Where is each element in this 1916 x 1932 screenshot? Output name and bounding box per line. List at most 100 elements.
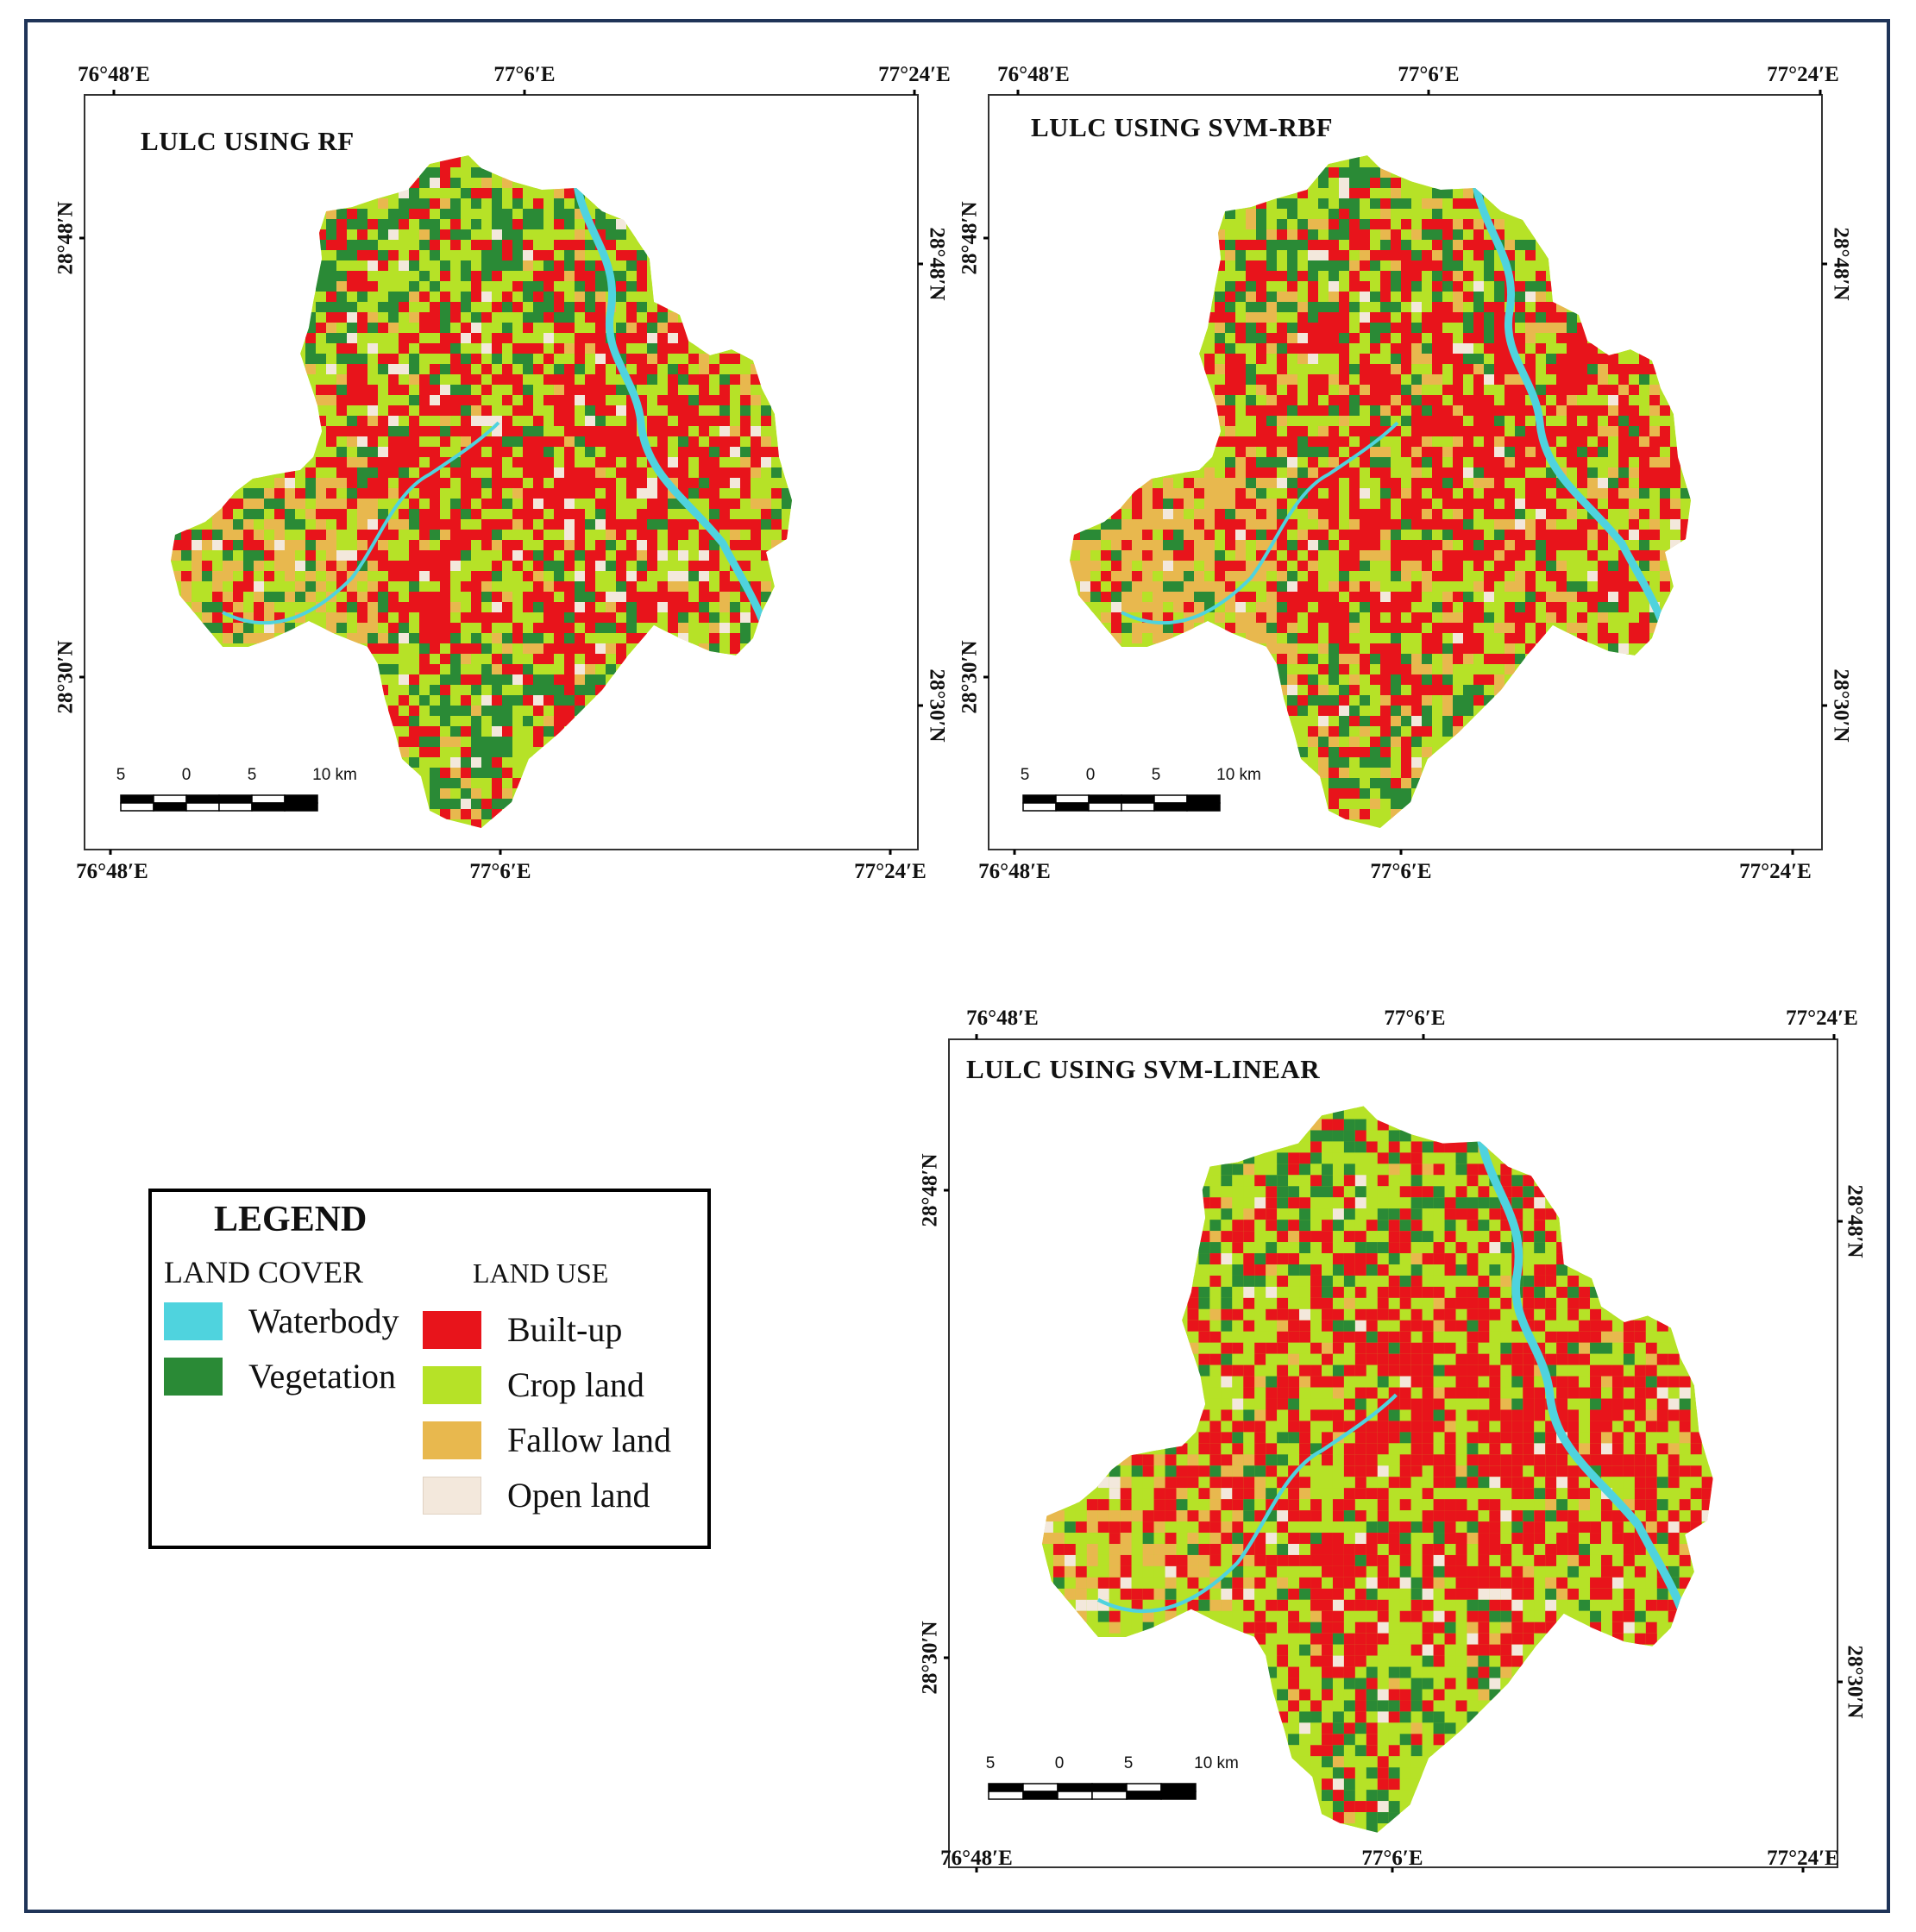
lulc-cell (233, 530, 243, 540)
lulc-cell (440, 250, 450, 260)
lulc-cell (502, 312, 512, 323)
lulc-cell (1366, 1253, 1378, 1264)
lulc-cell (212, 530, 223, 540)
lulc-cell (626, 530, 637, 540)
lulc-cell (471, 229, 481, 240)
lulc-cell (616, 260, 626, 271)
lulc-cell (388, 581, 399, 592)
lulc-cell (461, 167, 471, 178)
lulc-cell (730, 499, 740, 509)
lulc-cell (502, 488, 512, 499)
lulc-cell (471, 178, 481, 188)
lulc-cell (595, 561, 606, 571)
lulc-cell (1343, 1164, 1355, 1176)
lulc-cell (1310, 1197, 1322, 1209)
lulc-cell (399, 219, 409, 229)
lulc-cell (440, 561, 450, 571)
lulc-cell (471, 374, 481, 385)
lulc-cell (481, 281, 492, 292)
lulc-cell (761, 509, 771, 519)
lulc-cell (647, 478, 657, 488)
lulc-cell (316, 509, 326, 519)
lulc-cell (1556, 1242, 1568, 1254)
lulc-cell (1422, 1253, 1434, 1264)
lulc-cell (336, 447, 347, 457)
lulc-cell (1388, 1175, 1400, 1187)
lulc-cell (585, 457, 595, 467)
lulc-cell (1343, 1197, 1355, 1209)
lulc-cell (637, 281, 647, 292)
lulc-cell (347, 219, 357, 229)
lulc-cell (440, 478, 450, 488)
lulc-cell (533, 488, 543, 499)
lulc-cell (626, 457, 637, 467)
lulc-cell (316, 467, 326, 478)
lulc-cell (1322, 1197, 1333, 1209)
lulc-cell (647, 530, 657, 540)
lulc-cell (575, 499, 585, 509)
lulc-cell (388, 333, 399, 343)
lulc-cell (378, 260, 388, 271)
lulc-cell (450, 167, 461, 178)
lulc-cell (233, 592, 243, 602)
lulc-cell (585, 240, 595, 250)
lulc-cell (647, 488, 657, 499)
lulc-cell (1332, 1286, 1344, 1298)
lulc-cell (1534, 1208, 1546, 1220)
lulc-cell (616, 219, 626, 229)
lulc-cell (1388, 1164, 1400, 1176)
lulc-cell (1254, 1242, 1266, 1254)
lulc-cell (430, 499, 440, 509)
lulc-cell (1523, 1286, 1535, 1298)
lulc-cell (719, 436, 730, 447)
lulc-cell (1209, 1220, 1222, 1232)
lulc-cell (481, 229, 492, 240)
lulc-cell (606, 219, 616, 229)
lulc-cell (492, 592, 502, 602)
lulc-cell (243, 499, 254, 509)
lulc-cell (1232, 1208, 1244, 1220)
lulc-cell (336, 209, 347, 219)
lulc-cell (1478, 1275, 1490, 1287)
lulc-cell (367, 271, 378, 281)
lulc-cell (575, 436, 585, 447)
lulc-cell (440, 416, 450, 426)
lulc-cell (709, 581, 719, 592)
lulc-cell (378, 198, 388, 209)
lulc-cell (274, 488, 285, 499)
lulc-cell (295, 602, 305, 612)
lulc-cell (709, 426, 719, 436)
lulc-cell (1198, 1231, 1210, 1243)
lulc-cell (409, 405, 419, 416)
lulc-cell (761, 416, 771, 426)
lulc-cell (357, 292, 367, 302)
lulc-cell (502, 281, 512, 292)
lulc-cell (409, 312, 419, 323)
lulc-cell (1444, 1242, 1456, 1254)
lulc-cell (595, 509, 606, 519)
lulc-cell (1243, 1186, 1255, 1198)
lulc-cell (585, 271, 595, 281)
lulc-cell (699, 571, 709, 581)
lulc-cell (1366, 1175, 1378, 1187)
lulc-cell (554, 292, 564, 302)
lulc-cell (409, 426, 419, 436)
lulc-cell (367, 302, 378, 312)
lulc-cell (751, 385, 761, 395)
lulc-cell (543, 312, 554, 323)
lulc-cell (1433, 1208, 1445, 1220)
lulc-cell (492, 374, 502, 385)
lulc-cell (543, 467, 554, 478)
lulc-cell (564, 530, 575, 540)
lulc-cell (533, 250, 543, 260)
lulc-cell (233, 571, 243, 581)
lulc-cell (419, 581, 430, 592)
lulc-cell (502, 333, 512, 343)
lulc-cell (471, 281, 481, 292)
lulc-cell (606, 395, 616, 405)
lulc-cell (1534, 1264, 1546, 1276)
lulc-cell (1366, 1242, 1378, 1254)
lulc-cell (1545, 1275, 1557, 1287)
lulc-cell (699, 447, 709, 457)
lulc-cell (1310, 1264, 1322, 1276)
